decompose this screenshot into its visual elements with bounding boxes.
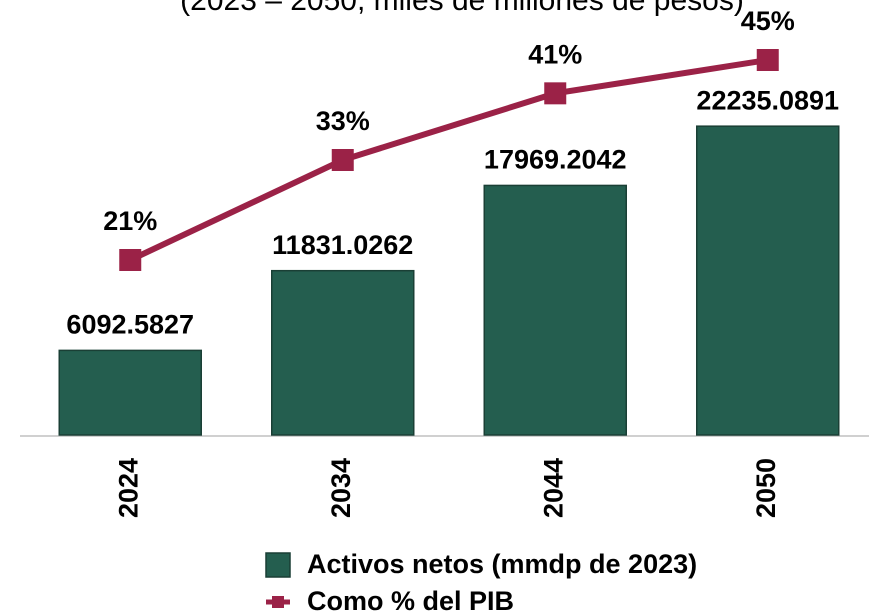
legend-label: Activos netos (mmdp de 2023) [307, 549, 697, 579]
bar-value-label: 11831.0262 [272, 230, 413, 260]
line-value-label: 45% [741, 6, 795, 36]
x-tick-label: 2050 [751, 458, 781, 518]
bar [271, 269, 415, 436]
bar-value-label: 6092.5827 [66, 310, 194, 340]
chart-subtitle: (2023 – 2050, miles de millones de pesos… [180, 0, 744, 17]
legend-swatch-marker [272, 596, 284, 608]
legend-label: Como % del PIB [307, 586, 514, 615]
line-marker [331, 149, 354, 171]
bar [696, 125, 840, 436]
line-marker [756, 49, 779, 71]
line-marker [119, 249, 142, 271]
bar [483, 184, 627, 436]
bar-value-label: 17969.2042 [484, 145, 627, 175]
legend-swatch [265, 552, 291, 578]
line-series [128, 57, 769, 263]
line-marker [544, 82, 567, 105]
bar-value-label: 22235.0891 [696, 85, 839, 115]
line-value-label: 33% [316, 106, 370, 136]
x-tick-label: 2034 [326, 458, 356, 518]
line-value-label: 21% [103, 206, 157, 236]
x-tick-label: 2024 [113, 458, 143, 518]
line-value-label: 41% [528, 39, 582, 69]
bar [58, 349, 202, 436]
x-tick-label: 2044 [538, 458, 568, 518]
